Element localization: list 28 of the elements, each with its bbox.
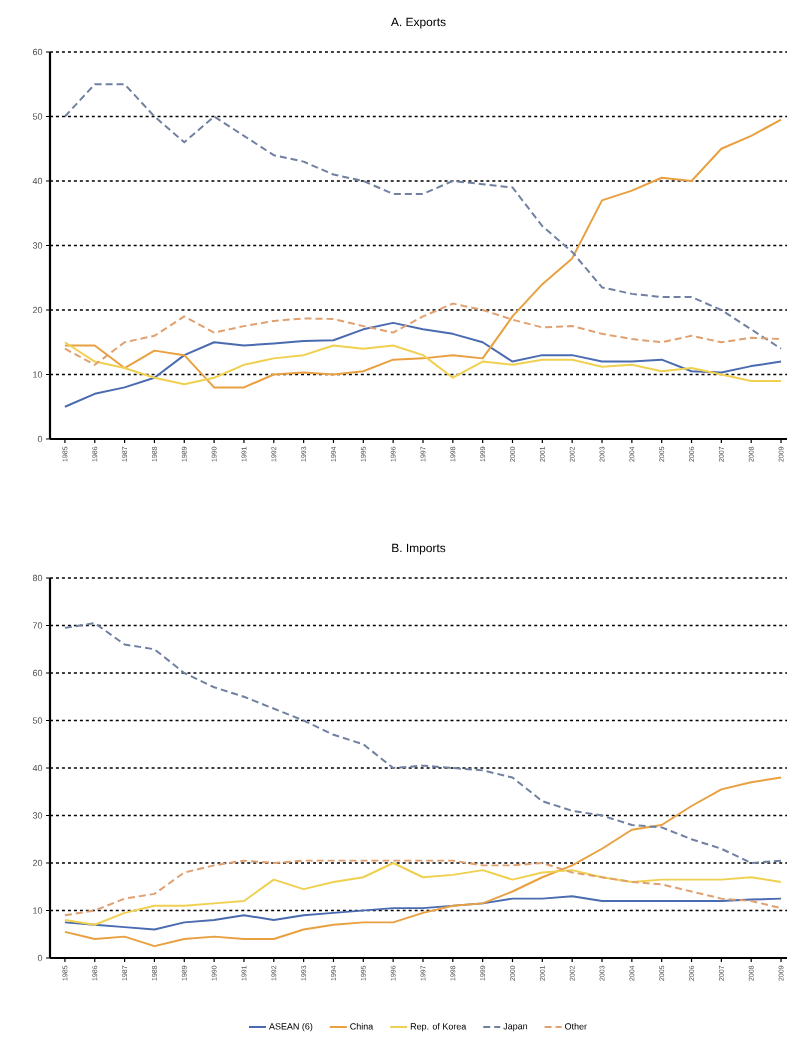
legend-label: China [350,1022,374,1030]
y-tick-label: 20 [32,306,43,314]
y-tick-label: 60 [32,48,43,56]
y-tick-label: 40 [32,764,43,772]
line-series [63,321,783,408]
chart-title: B. Imports [392,543,446,555]
y-tick-label: 10 [33,371,43,378]
y-tick-label: 30 [32,242,43,249]
y-tick-label: 70 [32,622,43,629]
y-tick-label: 20 [32,859,43,867]
y-tick-label: 0 [37,435,43,443]
line-series [63,341,783,386]
chart-title: A. Exports [390,17,446,29]
y-tick-label: 50 [32,717,43,724]
legend-label: ASEAN (6) [269,1022,313,1032]
legend-label: Rep. of Korea [410,1022,467,1032]
y-tick-label: 0 [37,954,43,962]
y-tick-label: 60 [32,669,43,677]
y-tick-label: 80 [32,574,43,582]
line-series [63,83,783,350]
line-series [63,776,783,948]
y-tick-label: 40 [32,177,43,185]
y-tick-label: 50 [32,113,43,120]
y-tick-label: 10 [33,907,43,914]
line-series [63,118,783,389]
legend-label: Japan [503,1023,528,1032]
y-tick-label: 30 [32,812,43,819]
legend-label: Other [565,1022,587,1030]
